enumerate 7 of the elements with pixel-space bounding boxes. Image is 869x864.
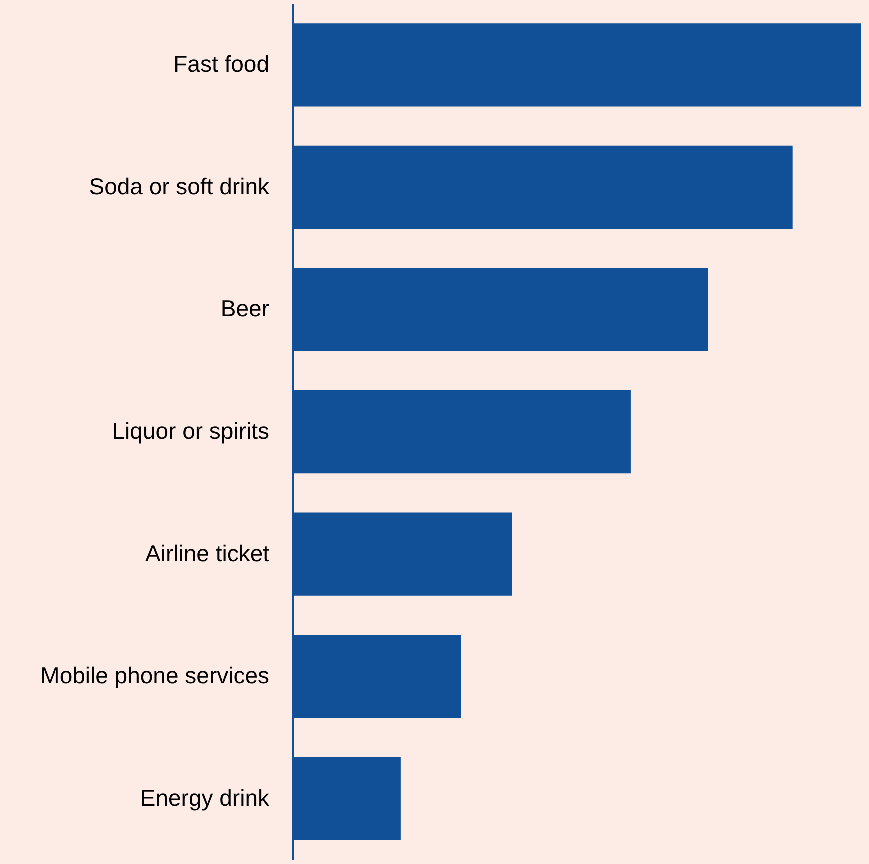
y-tick-label: Beer [220, 296, 270, 322]
y-tick-label: Airline ticket [146, 540, 270, 566]
y-tick-label: Mobile phone services [40, 662, 270, 689]
y-tick-label: Fast food [174, 51, 270, 78]
y-tick-label: Soda or soft drink [89, 173, 270, 200]
y-tick-label: Energy drink [140, 784, 270, 811]
y-tick-label: Liquor or spirits [112, 418, 270, 444]
